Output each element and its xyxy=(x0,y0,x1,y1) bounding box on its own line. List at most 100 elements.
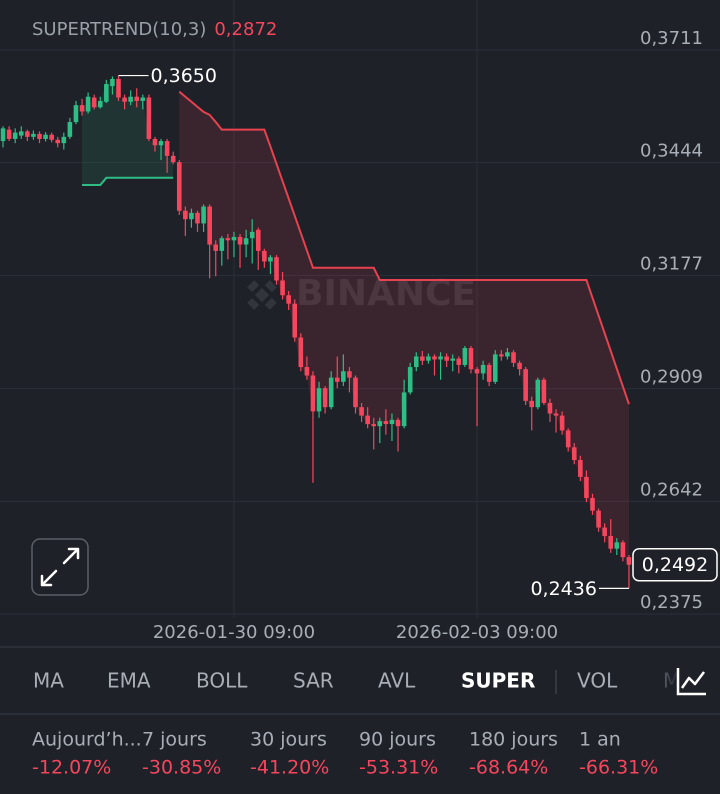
candle-body xyxy=(183,210,188,220)
candle-body xyxy=(134,96,140,101)
low-label: 0,2436 xyxy=(530,578,596,600)
period-change: -68.64% xyxy=(469,757,548,779)
candle-body xyxy=(274,257,279,281)
indicator-tab[interactable]: EMA xyxy=(107,669,151,693)
candle-body xyxy=(262,250,267,262)
high-label: 0,3650 xyxy=(151,65,217,87)
candle-body xyxy=(243,238,249,245)
expand-button[interactable] xyxy=(31,538,89,596)
y-tick-label: 0,2375 xyxy=(640,592,703,613)
watermark-logo xyxy=(247,280,277,310)
candle-body xyxy=(584,476,589,498)
candle-body xyxy=(231,236,237,241)
candle-body xyxy=(559,415,565,431)
candle-body xyxy=(61,136,67,144)
candle-body xyxy=(547,402,553,414)
candle-body xyxy=(37,133,42,139)
candle-body xyxy=(413,356,419,368)
period-change: -12.07% xyxy=(32,757,111,779)
x-tick-label: 2026-02-03 09:00 xyxy=(396,622,558,643)
candle-body xyxy=(189,212,194,220)
expand-icon[interactable] xyxy=(40,547,80,587)
candle-body xyxy=(468,348,474,370)
candle-body xyxy=(55,139,61,144)
indicator-tab[interactable]: MA xyxy=(33,669,64,693)
candle-body xyxy=(292,303,298,338)
candle-body xyxy=(85,96,91,112)
candle-body xyxy=(608,536,614,549)
y-tick-label: 0,2909 xyxy=(640,367,703,388)
candle-body xyxy=(474,369,480,374)
period-label: 7 jours xyxy=(142,729,207,751)
candle-body xyxy=(170,155,176,163)
y-tick-label: 0,3177 xyxy=(640,253,703,274)
candle-body xyxy=(219,238,225,251)
indicator-tab[interactable]: SUPER xyxy=(461,669,535,693)
candle-body xyxy=(553,413,559,416)
period-label: 1 an xyxy=(579,729,621,751)
candle-body xyxy=(286,295,291,304)
candle-body xyxy=(73,105,79,123)
indicator-tab[interactable]: AVL xyxy=(378,669,416,693)
chart-settings-axis[interactable] xyxy=(676,668,706,696)
candle-body xyxy=(164,141,170,156)
chart-settings-line[interactable] xyxy=(680,671,705,689)
candle-body xyxy=(395,419,401,427)
period-label: Aujourd’h... xyxy=(32,729,142,751)
candle-body xyxy=(310,375,316,412)
candle-body xyxy=(377,421,383,427)
indicator-value: 0,2872 xyxy=(214,19,277,40)
candle-body xyxy=(626,557,632,565)
candle-body xyxy=(334,377,340,382)
candle-body xyxy=(341,371,346,382)
candle-body xyxy=(116,78,121,98)
candle-body xyxy=(578,459,583,477)
candle-body xyxy=(140,97,146,101)
candle-body xyxy=(426,356,431,361)
candle-body xyxy=(602,527,607,537)
indicator-tab[interactable]: VOL xyxy=(577,669,618,693)
candle-body xyxy=(6,129,12,139)
candle-body xyxy=(365,415,370,425)
period-label: 90 jours xyxy=(359,729,436,751)
candle-body xyxy=(12,132,18,139)
candle-body xyxy=(347,371,352,378)
supertrend-line xyxy=(178,90,630,405)
candle-body xyxy=(146,97,152,139)
candle-body xyxy=(450,358,456,361)
candle-body xyxy=(91,97,97,108)
y-tick-label: 0,3444 xyxy=(640,141,703,162)
plot: 0,3711 0,3444 0,3177 0,2909 0,2642 0,2375 2026… xyxy=(0,0,720,643)
candle-body xyxy=(371,424,377,427)
period-label: 180 jours xyxy=(469,729,558,751)
candle-body xyxy=(18,131,24,136)
candle-body xyxy=(511,352,516,363)
chart-settings-button[interactable] xyxy=(676,668,706,696)
expand-frame[interactable] xyxy=(31,538,89,596)
candle-body xyxy=(517,362,522,370)
candle-body xyxy=(620,542,626,558)
last-price-label: 0,2492 xyxy=(642,554,708,576)
candle-body xyxy=(152,138,158,146)
candle-body xyxy=(201,206,206,224)
candle-body xyxy=(104,84,109,102)
indicator-tab[interactable]: BOLL xyxy=(196,669,248,693)
indicator-tab[interactable]: SAR xyxy=(293,669,334,693)
candle-body xyxy=(237,236,243,245)
supertrend-line xyxy=(82,176,174,186)
candle-body xyxy=(401,392,407,427)
candle-body xyxy=(462,348,468,365)
period-change: -66.31% xyxy=(579,757,658,779)
indicator-name: SUPERTREND(10,3) xyxy=(32,19,206,40)
candle-body xyxy=(213,244,219,251)
candle-body xyxy=(304,367,310,376)
candle-body xyxy=(596,510,601,528)
candle-body xyxy=(195,212,200,224)
candle-body xyxy=(25,131,30,137)
supertrend-fill xyxy=(82,78,174,185)
tab-fade xyxy=(640,655,720,711)
candle-body xyxy=(128,96,133,102)
